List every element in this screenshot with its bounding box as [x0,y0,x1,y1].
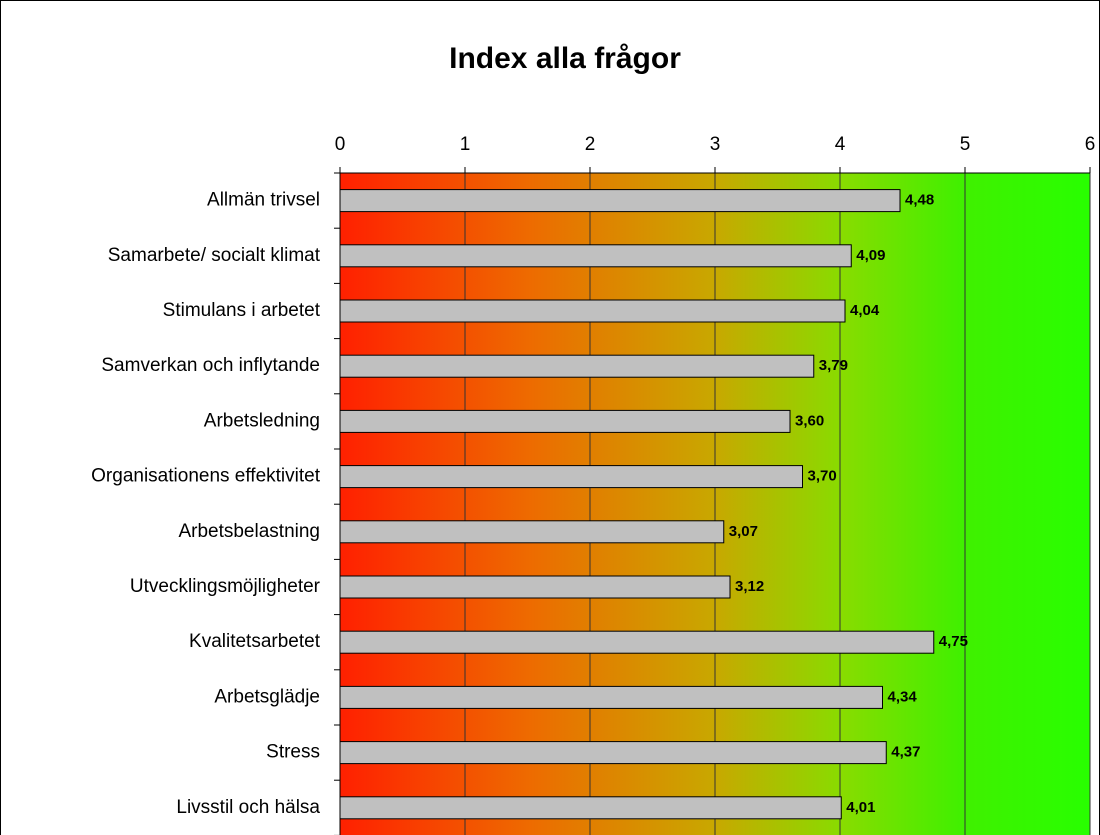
x-tick-label: 4 [835,134,846,155]
bar [339,630,935,654]
bar [339,354,815,378]
value-label: 4,09 [856,247,885,264]
bar [339,741,887,765]
y-tick-label: Utvecklingsmöjligheter [130,576,321,597]
y-tick-label: Stimulans i arbetet [163,300,321,321]
x-tick-label: 3 [710,134,721,155]
y-tick-label: Livsstil och hälsa [176,797,320,818]
value-label: 4,48 [905,192,934,209]
bar [339,575,731,599]
y-tick-label: Arbetsglädje [214,686,320,707]
bar [339,685,883,709]
x-tick-label: 5 [960,134,971,155]
y-tick-label: Arbetsbelastning [178,521,320,542]
bar [339,520,725,544]
value-label: 4,01 [846,799,875,816]
bar [339,299,846,323]
bar [339,244,852,268]
y-tick-label: Samverkan och inflytande [101,355,320,376]
value-label: 4,34 [888,688,918,705]
bar [339,409,791,433]
bar [339,465,803,489]
bar [339,796,842,820]
y-tick-label: Stress [266,742,320,763]
y-tick-label: Kvalitetsarbetet [189,631,321,652]
value-label: 4,75 [939,633,968,650]
y-tick-label: Samarbete/ socialt klimat [108,245,321,266]
y-tick-label: Arbetsledning [204,410,320,431]
value-label: 3,70 [808,468,837,485]
x-tick-label: 1 [460,134,471,155]
bar [339,189,901,213]
y-tick-label: Organisationens effektivitet [91,466,321,487]
value-label: 3,79 [819,357,848,374]
x-tick-label: 2 [585,134,596,155]
y-tick-label: Allmän trivsel [207,190,320,211]
x-tick-label: 0 [335,134,346,155]
value-label: 4,04 [850,302,880,319]
value-label: 3,07 [729,523,758,540]
value-label: 3,12 [735,578,764,595]
value-label: 4,37 [891,744,920,761]
x-tick-label: 6 [1085,134,1096,155]
chart-title: Index alla frågor [449,42,681,75]
value-label: 3,60 [795,412,824,429]
